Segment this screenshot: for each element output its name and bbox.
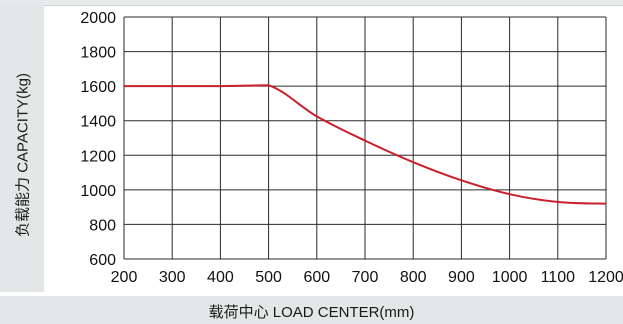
x-tick-label: 500 xyxy=(255,269,282,286)
top-strip xyxy=(0,0,623,6)
y-tick-label: 1800 xyxy=(80,45,116,62)
x-tick-label: 1000 xyxy=(492,269,528,286)
y-tick-label: 2000 xyxy=(80,10,116,27)
x-tick-label: 600 xyxy=(303,269,330,286)
x-tick-label: 400 xyxy=(207,269,234,286)
y-tick-label: 1600 xyxy=(80,79,116,96)
y-tick-label: 1400 xyxy=(80,114,116,131)
x-tick-label: 1100 xyxy=(541,269,576,286)
y-axis-label-band: 负载能力 CAPACITY(kg) xyxy=(0,5,44,292)
x-tick-label: 700 xyxy=(352,269,379,286)
x-tick-label: 1200 xyxy=(588,269,623,286)
y-tick-label: 600 xyxy=(89,252,116,269)
y-tick-label: 1000 xyxy=(80,183,116,200)
y-tick-label: 1200 xyxy=(80,148,116,165)
capacity-series-line xyxy=(124,84,607,205)
y-tick-label: 800 xyxy=(89,217,116,234)
x-axis-label-band xyxy=(0,296,623,324)
x-axis-label: 载荷中心 LOAD CENTER(mm) xyxy=(208,304,415,321)
x-tick-label: 200 xyxy=(111,269,138,286)
x-tick-label: 900 xyxy=(448,269,475,286)
x-tick-label: 800 xyxy=(400,269,427,286)
x-tick-label: 300 xyxy=(159,269,186,286)
